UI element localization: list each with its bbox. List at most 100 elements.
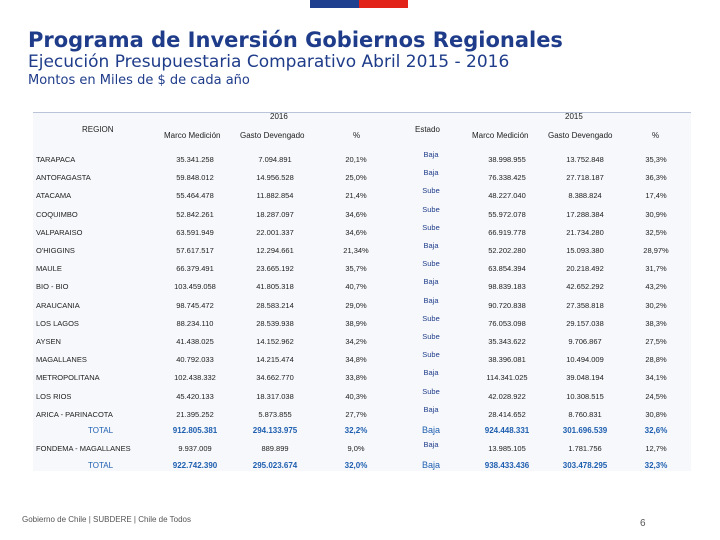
region-name: MAULE [36, 264, 62, 274]
footer-text: Gobierno de Chile | SUBDERE | Chile de T… [22, 515, 191, 524]
region-name: ARAUCANIA [36, 300, 80, 310]
estado-value: Sube [422, 259, 440, 269]
g15-value: 10.494.009 [566, 355, 604, 365]
flag-bar [310, 0, 408, 8]
m16-value: 57.617.517 [176, 246, 214, 255]
p16-value: 34,6% [345, 227, 367, 237]
p15-value: 30,8% [645, 409, 667, 419]
region-name: COQUIMBO [36, 209, 78, 219]
p15-value: 34,1% [645, 373, 667, 383]
fondema-p16: 9,0% [347, 444, 365, 454]
region-name: ANTOFAGASTA [36, 173, 91, 183]
region-header: REGION [82, 125, 114, 134]
total-g15: 301.696.539 [562, 426, 608, 435]
g15-value: 10.308.515 [566, 391, 604, 401]
region-name: VALPARAISO [36, 227, 83, 237]
g15-value: 27.718.187 [566, 173, 604, 183]
marco-2015-header: Marco Medición [472, 131, 529, 140]
m16-value: 52.842.261 [176, 209, 214, 219]
estado-value: Baja [423, 277, 439, 287]
region-name: LOS RIOS [36, 391, 72, 401]
g16-value: 41.805.318 [256, 282, 294, 292]
p15-value: 36,3% [645, 173, 667, 183]
g15-value: 29.157.038 [566, 318, 604, 328]
m16-value: 45.420.133 [176, 391, 214, 401]
m15-value: 35.343.622 [488, 337, 526, 346]
g15-value: 39.048.194 [566, 373, 604, 383]
m16-value: 59.848.012 [176, 173, 214, 183]
fondema-m15: 13.985.105 [488, 444, 526, 454]
total-m15: 924.448.331 [484, 426, 530, 435]
g15-value: 21.734.280 [566, 227, 604, 237]
g15-value: 8.760.831 [568, 409, 602, 419]
grand-total-estado: Baja [421, 460, 440, 471]
p16-value: 33,8% [345, 373, 367, 383]
m15-value: 38.396.081 [488, 355, 526, 365]
p15-value: 28,97% [643, 246, 669, 255]
grand-total-p15: 32,3% [644, 461, 668, 471]
p15-value: 32,5% [645, 227, 667, 237]
p16-value: 34,6% [345, 209, 367, 219]
p15-value: 17,4% [645, 191, 667, 201]
g16-value: 22.001.337 [256, 227, 294, 237]
pct-2016-header: % [353, 131, 361, 140]
grand-total-g15: 303.478.295 [562, 461, 608, 471]
region-name: O'HIGGINS [36, 246, 75, 255]
estado-value: Sube [422, 386, 440, 396]
g15-value: 20.218.492 [566, 264, 604, 274]
m16-value: 35.341.258 [176, 155, 214, 164]
p16-value: 40,7% [345, 282, 367, 292]
p16-value: 21,4% [345, 191, 367, 201]
m16-value: 88.234.110 [176, 318, 214, 328]
m16-value: 63.591.949 [176, 227, 214, 237]
region-name: BIO - BIO [36, 282, 69, 292]
m15-value: 76.053.098 [488, 318, 526, 328]
g15-value: 15.093.380 [566, 246, 604, 255]
g15-value: 8.388.824 [568, 191, 602, 201]
g15-value: 17.288.384 [566, 209, 604, 219]
total-g16: 294.133.975 [252, 426, 298, 435]
grand-total-g16: 295.023.674 [252, 461, 298, 471]
marco-2016-header: Marco Medición [164, 131, 221, 140]
p15-value: 30,9% [645, 209, 667, 219]
g15-value: 9.706.867 [568, 337, 602, 346]
p15-value: 35,3% [645, 155, 667, 164]
m15-value: 90.720.838 [488, 300, 526, 310]
region-name: ARICA - PARINACOTA [36, 409, 113, 419]
fondema-m16: 9.937.009 [178, 444, 212, 454]
p16-value: 20,1% [345, 155, 367, 164]
flag-blue [310, 0, 359, 8]
m15-value: 52.202.280 [488, 246, 526, 255]
m16-value: 55.464.478 [176, 191, 214, 201]
estado-value: Sube [422, 313, 440, 323]
g15-value: 27.358.818 [566, 300, 604, 310]
year-2015-header: 2015 [565, 112, 583, 121]
fondema-g16: 889.899 [261, 444, 289, 454]
region-name: ATACAMA [36, 191, 72, 201]
p15-value: 43,2% [645, 282, 667, 292]
estado-value: Baja [423, 295, 439, 305]
m15-value: 28.414.652 [488, 409, 526, 419]
table-panel [33, 112, 691, 471]
p16-value: 25,0% [345, 173, 367, 183]
grand-total-p16: 32,0% [344, 461, 368, 471]
region-name: TARAPACA [36, 155, 76, 164]
year-2016-header: 2016 [270, 112, 288, 121]
g16-value: 11.882.854 [256, 191, 294, 201]
m15-value: 55.972.078 [488, 209, 526, 219]
estado-value: Sube [422, 204, 440, 214]
fondema-g15: 1.781.756 [568, 444, 602, 454]
m16-value: 102.438.332 [174, 373, 216, 383]
p15-value: 38,3% [645, 318, 667, 328]
p16-value: 21,34% [343, 246, 369, 255]
estado-value: Sube [422, 222, 440, 232]
units-note: Montos en Miles de $ de cada año [28, 73, 250, 88]
g16-value: 18.287.097 [256, 209, 294, 219]
m16-value: 40.792.033 [176, 355, 214, 365]
g16-value: 14.215.474 [256, 355, 294, 365]
m16-value: 103.459.058 [174, 282, 216, 292]
m15-value: 42.028.922 [488, 391, 526, 401]
estado-value: Sube [422, 332, 440, 341]
estado-value: Baja [423, 404, 439, 414]
region-name: AYSEN [36, 337, 61, 346]
